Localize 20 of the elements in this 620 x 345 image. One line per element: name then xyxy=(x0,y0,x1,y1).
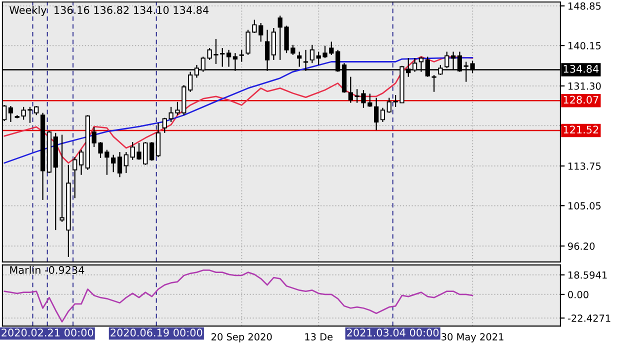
y-tick-label: 105.05 xyxy=(568,202,601,210)
ref-line-label: 121.52 xyxy=(564,126,598,134)
y-tick-label: 148.85 xyxy=(568,2,601,10)
y-tick-label: -22.4271 xyxy=(568,314,610,322)
y-tick-label: 0.00 xyxy=(568,290,588,298)
chart-title: Marlin -0.9234 xyxy=(10,266,84,274)
ref-line-label: 2021.03.04 00:00 xyxy=(347,328,439,337)
x-tick-label: 30 May 2021 xyxy=(442,333,504,342)
chart-title: Weekly 136.16 136.82 134.10 134.84 xyxy=(10,6,209,16)
y-tick-label: 131.30 xyxy=(568,82,601,90)
ref-line-label: 2020.06.19 00:00 xyxy=(110,328,202,337)
x-tick-label: 13 De xyxy=(305,333,333,340)
y-tick-label: 96.20 xyxy=(568,242,595,250)
y-tick-label: 18.5941 xyxy=(568,271,607,279)
ref-line-label: 2020.02.21 00:00 xyxy=(2,328,94,337)
y-tick-label: 140.15 xyxy=(568,42,601,50)
ref-line-label: 134.84 xyxy=(564,64,599,73)
ref-line-label: 128.07 xyxy=(564,96,598,104)
y-tick-label: 113.75 xyxy=(568,162,601,170)
x-tick-label: 20 Sep 2020 xyxy=(212,333,272,342)
